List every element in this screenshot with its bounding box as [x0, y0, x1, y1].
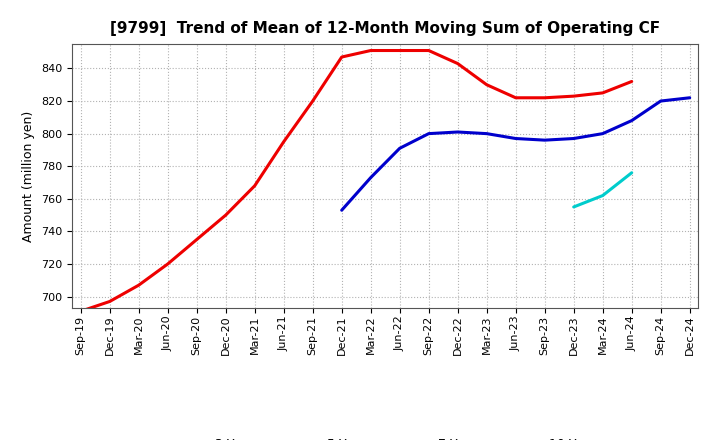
Legend: 3 Years, 5 Years, 7 Years, 10 Years: 3 Years, 5 Years, 7 Years, 10 Years	[164, 434, 606, 440]
Y-axis label: Amount (million yen): Amount (million yen)	[22, 110, 35, 242]
Title: [9799]  Trend of Mean of 12-Month Moving Sum of Operating CF: [9799] Trend of Mean of 12-Month Moving …	[110, 21, 660, 36]
